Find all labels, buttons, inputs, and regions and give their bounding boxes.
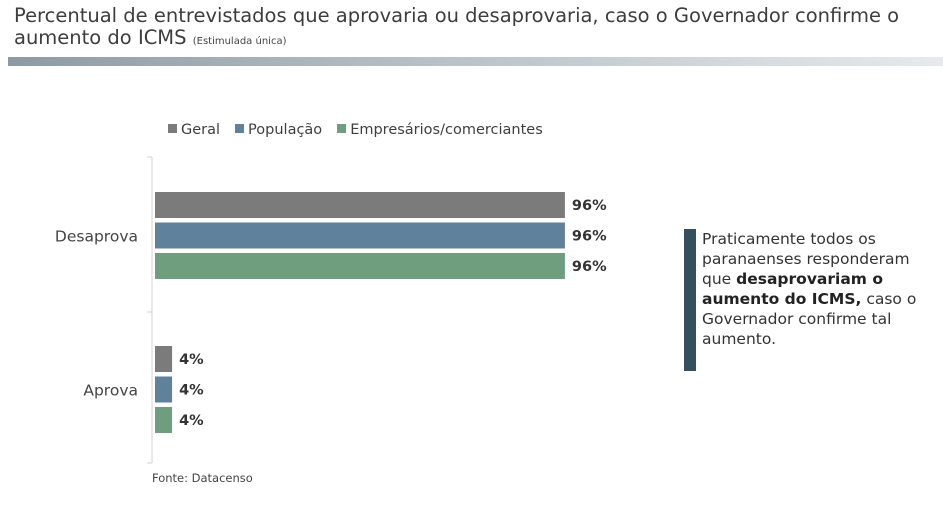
- legend-swatch: [235, 124, 245, 133]
- bar-value-label-0-2: 96%: [572, 259, 607, 275]
- chart-title-main: Percentual de entrevistados que aprovari…: [14, 4, 900, 49]
- bar-0-1: [155, 222, 565, 249]
- legend-swatch: [168, 124, 177, 133]
- bar-1-2: [155, 407, 173, 433]
- callout-text-emphasis: desaprovariam o aumento do ICMS,: [702, 270, 883, 308]
- bar-1-1: [155, 376, 173, 403]
- callout-text-end: caso o Governador confirme tal aumento.: [702, 290, 917, 348]
- chart-title-qualifier: (Estimulada única): [192, 36, 287, 47]
- callout-accent-bar: [684, 229, 696, 371]
- bar-0-0: [155, 192, 565, 218]
- legend-item-2: Empresários/comerciantes: [337, 122, 543, 138]
- bar-value-label-0-0: 96%: [572, 198, 607, 214]
- bar-value-label-1-0: 4%: [179, 352, 204, 368]
- bar-value-label-0-1: 96%: [572, 229, 607, 245]
- callout-text-start: Praticamente todos os paranaenses respon…: [702, 230, 910, 288]
- bar-value-label-1-2: 4%: [179, 413, 204, 429]
- callout-box: Praticamente todos os paranaenses respon…: [684, 229, 934, 371]
- category-label-0: Desaprova: [55, 228, 138, 246]
- chart-title: Percentual de entrevistados que aprovari…: [14, 5, 914, 53]
- legend-label: Empresários/comerciantes: [350, 122, 543, 138]
- bar-value-label-1-1: 4%: [179, 383, 204, 399]
- bar-1-0: [155, 346, 173, 372]
- category-label-1: Aprova: [83, 382, 138, 400]
- legend-label: População: [248, 122, 323, 138]
- chart-legend: Geral População Empresários/comerciantes: [168, 122, 558, 138]
- source-note: Fonte: Datacenso: [152, 471, 253, 485]
- bar-0-2: [155, 253, 565, 279]
- callout-text: Praticamente todos os paranaenses respon…: [702, 229, 942, 349]
- legend-item-0: Geral: [168, 122, 220, 138]
- legend-item-1: População: [235, 122, 322, 138]
- legend-swatch: [337, 124, 347, 133]
- title-underline-bar: [8, 57, 943, 66]
- legend-label: Geral: [181, 122, 221, 138]
